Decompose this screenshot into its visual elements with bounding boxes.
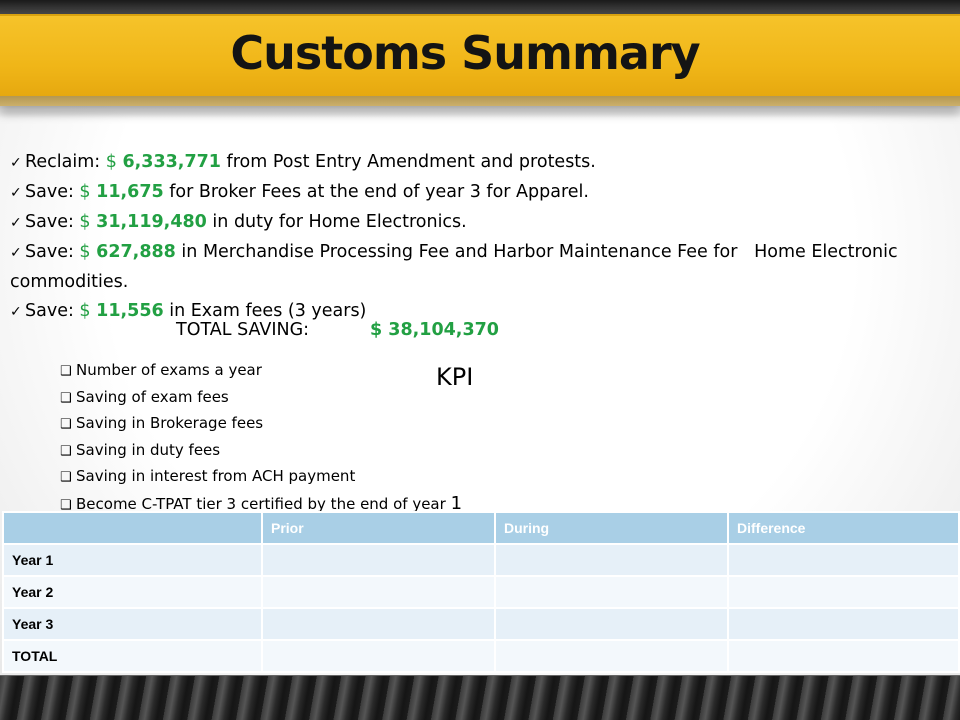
table-header-prior: Prior [261,511,496,545]
total-saving-label: TOTAL SAVING: [176,320,310,340]
checkmark-icon: ✓ [10,155,22,171]
kpi-item: ❑ Saving of exam fees [60,385,462,412]
table-row: Year 1 [2,543,960,577]
table-cell [261,607,496,641]
table-cell [261,543,496,577]
table-header-row: Prior During Difference [2,511,960,545]
table-cell [261,575,496,609]
row-label: Year 2 [2,575,263,609]
savings-item-exam-fees: ✓ Save: $ 11,556 in Exam fees (3 years) [10,297,950,327]
table-cell [494,543,729,577]
checkmark-icon: ✓ [10,215,22,231]
checkmark-icon: ✓ [10,304,22,320]
table-cell [494,607,729,641]
table-header-difference: Difference [727,511,960,545]
table-cell [494,575,729,609]
banner-shadow [0,96,960,118]
table-row: TOTAL [2,639,960,673]
page-title: Customs Summary [230,26,700,80]
table-cell [727,575,960,609]
table-cell [727,639,960,673]
savings-item-duty: ✓ Save: $ 31,119,480 in duty for Home Ele… [10,208,950,238]
checkbox-bullet-icon: ❑ [60,390,72,406]
checkbox-bullet-icon: ❑ [60,364,72,379]
savings-item-mpf-hmf: ✓ Save: $ 627,888 in Merchandise Processi… [10,238,950,297]
table-header-during: During [494,511,729,545]
kpi-list: ❑ Number of exams a year ❑ Saving of exam … [60,358,462,519]
kpi-item: ❑ Saving in interest from ACH payment [60,464,462,491]
top-dark-strip [0,0,960,14]
kpi-item: ❑ Become C-TPAT tier 3 certified by the e… [60,491,462,519]
row-label: TOTAL [2,639,263,673]
table-header-cell [2,511,263,545]
savings-list: ✓ Reclaim: $ 6,333,771 from Post Entry Am… [10,148,950,327]
table-row: Year 3 [2,607,960,641]
kpi-table: Prior During Difference Year 1 Year 2 Ye… [2,511,960,673]
checkbox-bullet-icon: ❑ [60,443,72,459]
checkmark-icon: ✓ [10,245,22,261]
total-saving-value: $ 38,104,370 [370,320,499,340]
kpi-item: ❑ Saving in Brokerage fees [60,411,462,438]
savings-item-reclaim: ✓ Reclaim: $ 6,333,771 from Post Entry Am… [10,148,950,178]
kpi-item: ❑ Saving in duty fees [60,438,462,465]
kpi-heading: KPI [436,363,474,391]
table-cell [261,639,496,673]
footer-tread-strip [0,675,960,720]
checkbox-bullet-icon: ❑ [60,470,72,486]
table-cell [727,543,960,577]
row-label: Year 1 [2,543,263,577]
row-label: Year 3 [2,607,263,641]
checkbox-bullet-icon: ❑ [60,497,72,513]
table-cell [727,607,960,641]
kpi-item: ❑ Number of exams a year [60,358,462,385]
savings-item-broker-fees: ✓ Save: $ 11,675 for Broker Fees at the e… [10,178,950,208]
checkmark-icon: ✓ [10,185,22,201]
checkbox-bullet-icon: ❑ [60,417,72,433]
table-row: Year 2 [2,575,960,609]
table-cell [494,639,729,673]
title-banner [0,14,960,106]
